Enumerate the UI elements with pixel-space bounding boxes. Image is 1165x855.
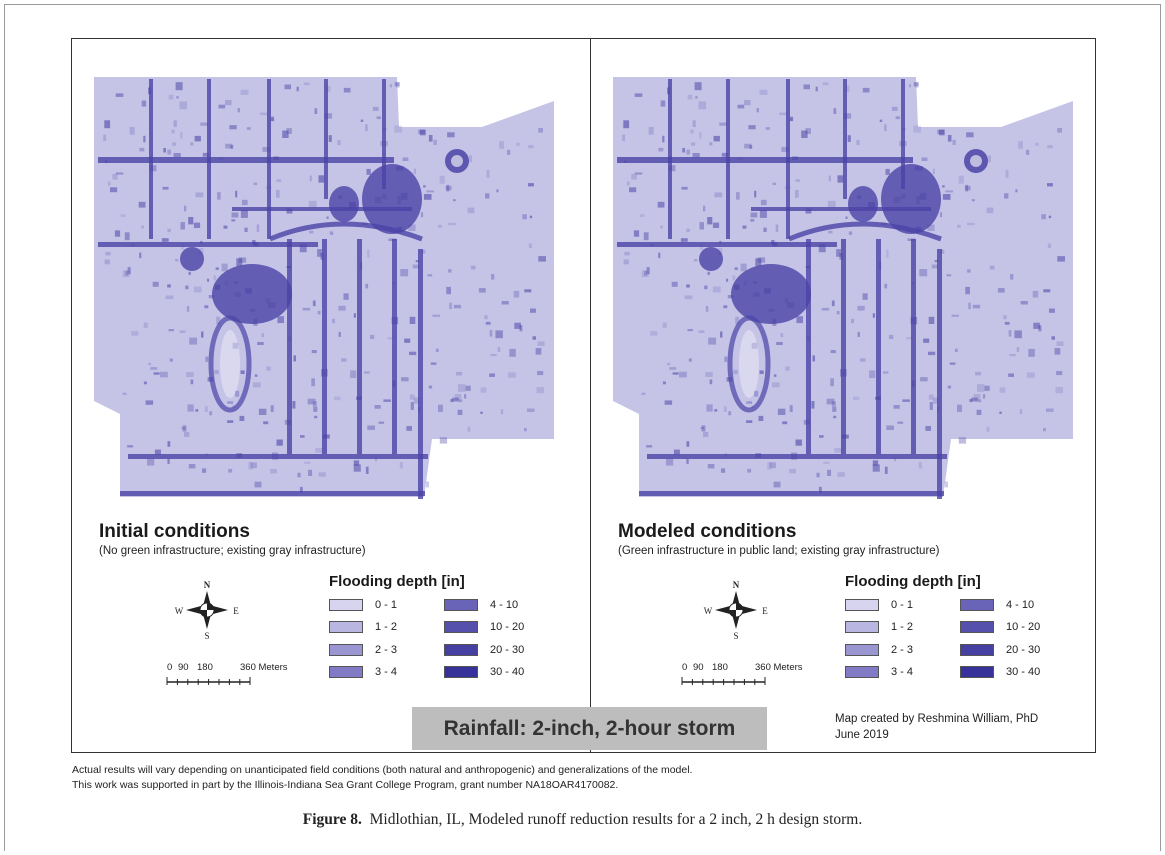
panel-title: Modeled conditions [618,521,796,543]
legend-item: 20 - 30 [444,643,524,657]
legend-swatch [444,599,478,611]
legend-item: 10 - 20 [444,620,524,634]
scale-tick-label: 360 Meters [755,662,803,673]
compass-n: N [204,580,211,590]
legend-item: 10 - 20 [960,620,1040,634]
funding-note: This work was supported in part by the I… [72,779,618,791]
caption-label: Figure 8. [303,811,362,828]
flood-map-initial [72,39,590,509]
map-credit: Map created by Reshmina William, PhD Jun… [835,711,1038,743]
credit-date: June 2019 [835,727,1038,743]
scale-tick-label: 180 [712,662,728,673]
legend-item: 0 - 1 [329,598,397,612]
legend-swatch [845,599,879,611]
legend-item: 0 - 1 [845,598,913,612]
caption-text: Midlothian, IL, Modeled runoff reduction… [370,811,863,828]
legend-swatch [960,644,994,656]
scale-bar [166,675,256,687]
legend-swatch [329,666,363,678]
legend-swatch [444,621,478,633]
legend-swatch [329,621,363,633]
panel-subtitle: (No green infrastructure; existing gray … [99,545,366,557]
compass-e: E [233,606,239,616]
legend-item: 3 - 4 [845,665,913,679]
credit-author: Map created by Reshmina William, PhD [835,711,1038,727]
compass-s: S [204,631,209,641]
legend-item: 30 - 40 [444,665,524,679]
compass-e: E [762,606,768,616]
scale-tick-label: 360 Meters [240,662,288,673]
scale-tick-label: 0 [167,662,172,673]
legend-item: 4 - 10 [444,598,518,612]
scale-bar-labels: 0 90 180 360 Meters [167,662,297,674]
scale-tick-label: 90 [178,662,189,673]
scale-bar-labels: 0 90 180 360 Meters [682,662,812,674]
disclaimer-note: Actual results will vary depending on un… [72,764,692,776]
legend-item: 2 - 3 [845,643,913,657]
panel-modeled-conditions: Modeled conditions (Green infrastructure… [590,39,1095,752]
legend-swatch [845,644,879,656]
map-figure: Initial conditions (No green infrastruct… [71,38,1096,753]
legend-item: 3 - 4 [329,665,397,679]
legend-item: 4 - 10 [960,598,1034,612]
legend-swatch [960,599,994,611]
north-arrow-icon: N S W E [701,579,771,641]
scale-tick-label: 0 [682,662,687,673]
compass-s: S [733,631,738,641]
legend-swatch [960,621,994,633]
legend-swatch [960,666,994,678]
panel-title: Initial conditions [99,521,250,543]
panel-initial-conditions: Initial conditions (No green infrastruct… [72,39,590,752]
legend-title: Flooding depth [in] [329,573,465,590]
scale-bar [681,675,771,687]
legend-item: 2 - 3 [329,643,397,657]
legend-swatch [845,666,879,678]
compass-w: W [175,606,184,616]
legend-swatch [329,644,363,656]
flood-map-modeled [591,39,1096,509]
legend-swatch [845,621,879,633]
legend-swatch [444,644,478,656]
panel-subtitle: (Green infrastructure in public land; ex… [618,545,940,557]
figure-caption: Figure 8. Midlothian, IL, Modeled runoff… [0,811,1165,829]
legend-swatch [329,599,363,611]
rainfall-label: Rainfall: 2-inch, 2-hour storm [412,707,767,750]
legend-item: 1 - 2 [329,620,397,634]
legend-item: 30 - 40 [960,665,1040,679]
compass-n: N [733,580,740,590]
legend-item: 20 - 30 [960,643,1040,657]
legend-swatch [444,666,478,678]
scale-tick-label: 180 [197,662,213,673]
legend-title: Flooding depth [in] [845,573,981,590]
scale-tick-label: 90 [693,662,704,673]
north-arrow-icon: N S W E [172,579,242,641]
legend-item: 1 - 2 [845,620,913,634]
compass-w: W [704,606,713,616]
